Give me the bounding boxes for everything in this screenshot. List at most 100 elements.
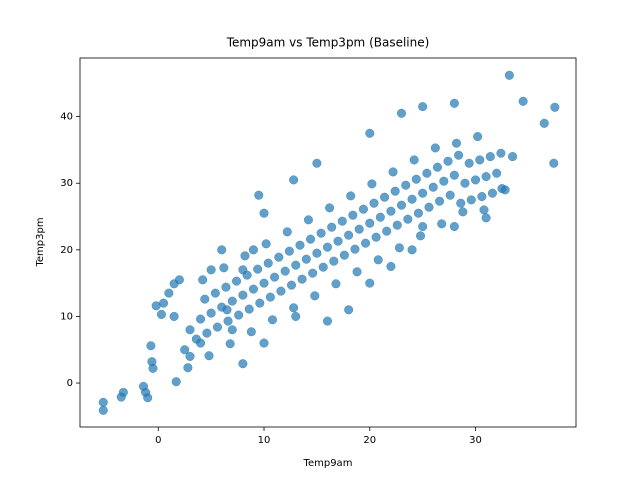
point xyxy=(386,206,396,216)
point xyxy=(174,275,184,285)
point xyxy=(274,252,284,262)
point xyxy=(413,208,423,218)
point xyxy=(316,228,326,238)
point xyxy=(518,96,528,106)
point xyxy=(339,250,349,260)
point xyxy=(409,155,419,165)
point xyxy=(312,158,322,168)
point xyxy=(396,200,407,210)
point xyxy=(238,359,248,369)
point xyxy=(437,219,447,229)
point xyxy=(185,351,195,361)
point xyxy=(415,231,426,241)
point xyxy=(259,208,269,218)
point xyxy=(348,210,358,220)
point xyxy=(388,167,398,177)
point xyxy=(240,251,250,261)
x-tick-label: 30 xyxy=(469,435,482,446)
point xyxy=(428,182,438,192)
point xyxy=(365,278,375,288)
point xyxy=(504,70,514,80)
point xyxy=(458,207,468,217)
point xyxy=(365,128,375,138)
point xyxy=(196,314,206,324)
point xyxy=(210,288,220,298)
point xyxy=(435,196,445,206)
point xyxy=(403,214,413,224)
point xyxy=(466,195,476,205)
point xyxy=(143,393,153,403)
point xyxy=(380,192,390,202)
y-tick-label: 10 xyxy=(60,311,73,322)
point xyxy=(180,345,190,355)
point xyxy=(286,280,297,290)
point xyxy=(464,158,474,168)
point xyxy=(373,255,383,265)
point xyxy=(267,315,278,325)
point xyxy=(401,180,411,190)
plot-frame xyxy=(79,57,577,428)
point xyxy=(248,245,258,255)
y-tick-label: 40 xyxy=(60,112,73,123)
point xyxy=(261,239,271,249)
point xyxy=(418,221,428,232)
chart-title: Temp9am vs Temp3pm (Baseline) xyxy=(226,36,430,50)
point xyxy=(223,316,233,326)
point xyxy=(407,245,417,255)
point xyxy=(282,227,292,237)
point xyxy=(418,188,428,198)
point xyxy=(206,308,216,318)
point xyxy=(496,148,506,158)
point xyxy=(443,156,453,166)
point xyxy=(386,261,396,272)
point xyxy=(248,284,258,294)
point xyxy=(481,213,491,223)
point xyxy=(231,276,242,286)
point xyxy=(263,258,273,268)
point xyxy=(206,265,216,275)
point xyxy=(396,108,407,118)
point xyxy=(312,248,322,258)
point xyxy=(492,168,502,178)
point xyxy=(449,98,459,108)
point xyxy=(539,118,549,128)
point xyxy=(295,240,305,250)
point xyxy=(451,138,462,148)
point xyxy=(382,226,392,236)
point xyxy=(291,311,301,321)
point xyxy=(325,203,335,213)
point xyxy=(253,264,263,274)
point xyxy=(456,198,466,208)
point xyxy=(156,309,166,319)
point xyxy=(367,179,377,189)
point xyxy=(350,244,360,254)
x-tick-label: 0 xyxy=(155,435,161,446)
point xyxy=(394,243,404,253)
point xyxy=(212,322,223,332)
point xyxy=(254,190,264,200)
point xyxy=(164,288,174,298)
x-axis-label: Temp9am xyxy=(303,458,353,469)
point xyxy=(308,268,318,278)
point xyxy=(479,205,489,215)
point xyxy=(255,298,265,308)
point xyxy=(411,174,421,184)
point xyxy=(460,178,470,188)
point xyxy=(337,216,347,226)
point xyxy=(430,143,440,153)
point xyxy=(303,215,313,225)
point xyxy=(270,272,280,282)
y-tick-label: 20 xyxy=(60,245,73,256)
point xyxy=(346,191,356,201)
point xyxy=(217,245,227,255)
point xyxy=(259,338,269,348)
point xyxy=(265,292,275,302)
point xyxy=(497,183,507,194)
point xyxy=(360,238,371,248)
point xyxy=(454,150,464,160)
point xyxy=(221,282,231,292)
point xyxy=(227,325,237,335)
point xyxy=(432,162,443,172)
point xyxy=(481,172,491,182)
